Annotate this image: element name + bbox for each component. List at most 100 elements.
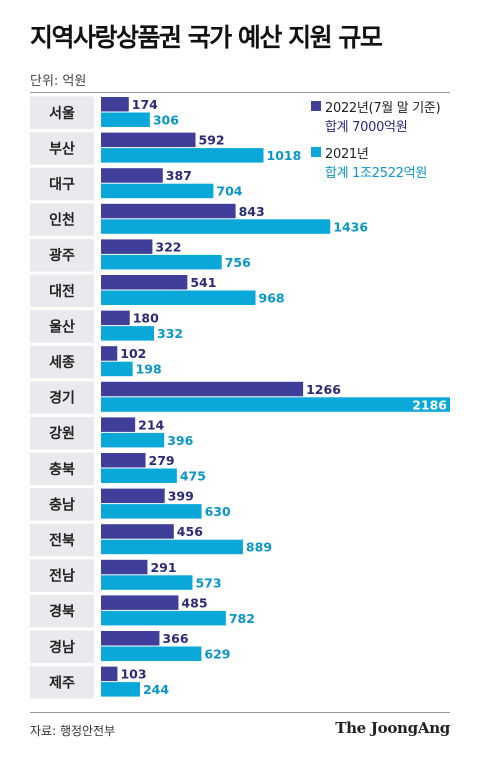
category-label: 대전 [49,283,75,300]
category-bg [30,132,94,165]
legend-item-2022: 2022년(7월 말 기준) 합계 7000억원 [311,97,461,135]
value-label-2021: 1436 [333,219,368,234]
value-label-2021: 573 [195,575,221,590]
category-bg [30,594,94,628]
bar-2022 [101,453,146,468]
value-label-2022: 387 [166,168,192,183]
category-label: 경기 [49,390,75,407]
legend-swatch-2021 [311,147,321,157]
category-bg [30,274,94,308]
category-bg [30,559,94,592]
category-label: 경북 [49,603,75,620]
legend-name-2021: 2021년 [325,147,369,162]
value-label-2022: 180 [133,311,159,326]
source-note: 자료: 행정안전부 [30,724,116,738]
bar-2022 [101,524,174,539]
bar-2021 [101,682,140,697]
category-label: 강원 [49,425,75,442]
legend-name-2022: 2022년(7월 말 기준) [325,101,441,116]
value-label-2021: 332 [157,326,183,341]
value-label-2022: 103 [120,667,146,682]
bar-2021 [101,290,256,305]
publisher-logo: The JoongAng [335,719,450,737]
bar-2021 [101,610,226,626]
bar-2021 [101,112,150,127]
value-label-2021: 889 [246,540,272,555]
category-label: 인천 [49,212,75,229]
category-label: 제주 [49,675,75,691]
top-divider [30,92,450,93]
bar-2022 [101,203,236,219]
bottom-divider [30,712,450,713]
legend-total-2022: 합계 7000억원 [325,120,408,135]
value-label-2021: 782 [229,611,255,626]
bar-2022 [101,488,165,504]
value-label-2021: 1018 [267,148,302,163]
bar-2022 [101,310,130,326]
bar-2022 [101,381,304,397]
bar-2022 [101,97,129,112]
value-label-2021: 756 [225,255,251,270]
value-label-2022: 174 [132,97,158,112]
value-label-2021: 198 [136,362,162,377]
bar-2021 [101,432,165,448]
bar-2022 [101,417,136,432]
category-label: 전남 [49,568,75,585]
category-label: 세종 [49,355,75,371]
legend-item-2021: 2021년 합계 1조2522억원 [311,143,461,181]
bar-2021 [101,254,222,270]
category-bg [30,630,94,664]
bar-2022 [101,666,118,682]
value-label-2022: 322 [155,239,181,254]
value-label-2021: 704 [216,184,242,199]
bar-2021 [101,646,202,661]
category-bg [30,666,94,699]
category-bg [30,381,94,414]
value-label-2022: 366 [162,631,188,646]
bar-2021 [101,219,331,234]
bar-2021 [101,148,264,163]
value-label-2021: 968 [259,291,285,306]
legend-swatch-2022 [311,101,321,111]
category-label: 울산 [49,318,75,335]
bar-2022 [101,631,160,646]
bar-2021 [101,326,155,341]
value-label-2022: 102 [120,346,146,361]
category-bg [30,523,94,557]
value-label-2021: 396 [167,433,193,448]
category-bg [30,96,94,130]
category-bg [30,345,94,379]
value-label-2021: 630 [205,504,231,519]
value-label-2022: 592 [199,133,225,148]
category-bg [30,488,94,521]
legend: 2022년(7월 말 기준) 합계 7000억원 2021년 합계 1조2522… [311,97,461,189]
category-label: 전북 [49,532,75,549]
value-label-2022: 541 [190,275,216,290]
bar-2022 [101,346,118,361]
bar-2021 [101,575,193,590]
bar-2022 [101,132,196,148]
value-label-2021: 629 [204,647,230,662]
bar-2022 [101,275,188,290]
category-bg [30,167,94,201]
value-label-2021: 244 [143,682,169,697]
category-bg [30,452,94,486]
bar-2022 [101,168,163,183]
bar-2022 [101,595,179,610]
bar-2021 [101,504,202,519]
value-label-2022: 291 [150,560,176,575]
value-label-2021: 306 [153,113,179,128]
value-label-2022: 843 [239,204,265,219]
bar-2021 [101,468,177,483]
legend-total-2021: 합계 1조2522억원 [325,166,427,181]
value-label-2022: 214 [138,417,164,432]
category-label: 대구 [49,177,75,193]
bar-2021 [101,183,214,199]
category-label: 경남 [49,639,75,656]
value-label-2022: 456 [177,524,203,539]
bar-2022 [101,559,148,575]
bar-2021 [101,361,133,377]
category-bg [30,238,94,272]
category-bg [30,203,94,236]
